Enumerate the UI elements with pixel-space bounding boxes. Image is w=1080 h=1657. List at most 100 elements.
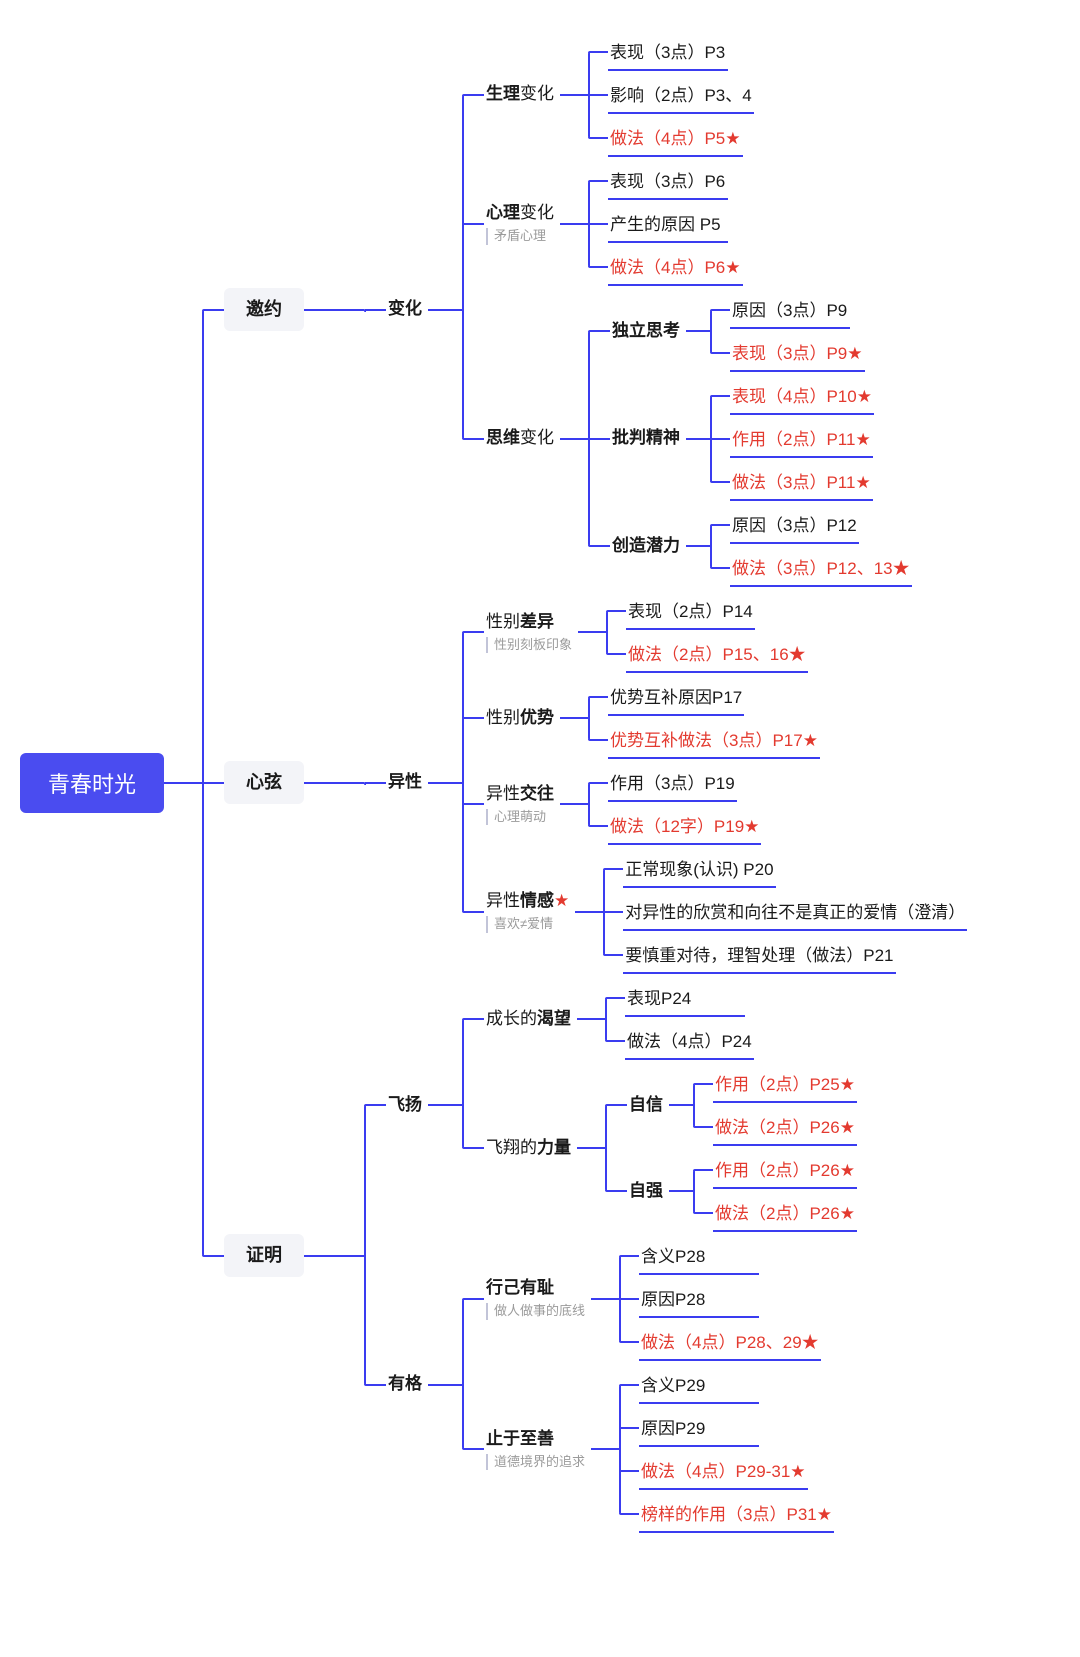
leaf-text: 表现（3点）P6: [608, 161, 728, 200]
leaf: 做法（4点）P24: [605, 1019, 754, 1062]
branch-youge: 有格 行己有耻 做人做事的底线 含义P28 原因P28: [364, 1234, 857, 1535]
leaf-text: 做法（12字）P19★: [608, 806, 761, 845]
critical-leaves: 表现（4点）P10★ 作用（2点）P11★ 做法（3点）P11★: [710, 374, 874, 503]
leaf: 表现（4点）P10★: [710, 374, 874, 417]
leaf: 优势互补原因P17: [588, 675, 820, 718]
node-heart: 心弦: [224, 761, 304, 804]
leaf-text: 优势互补做法（3点）P17★: [608, 720, 820, 759]
leaf-text: 表现（4点）P10★: [730, 376, 874, 415]
label-creative: 创造潜力: [610, 527, 686, 565]
leaf-text: 做法（2点）P26★: [713, 1193, 857, 1232]
label-prove: 证明: [224, 1234, 304, 1277]
branch-creative: 创造潜力 原因（3点）P12 做法（3点）P12、13★: [588, 503, 912, 589]
leaf-text: 表现P24: [625, 978, 745, 1017]
label-emo: 异性情感★ 喜欢≠爱情: [484, 882, 575, 941]
label-diff: 性别差异 性别刻板印象: [484, 603, 578, 662]
leaf: 做法（2点）P26★: [693, 1191, 857, 1234]
connector: [591, 1448, 619, 1450]
leaf: 表现P24: [605, 976, 754, 1019]
label-strong: 自强: [627, 1172, 669, 1210]
leaf-text: 做法（3点）P12、13★: [730, 548, 912, 587]
leaf: 含义P28: [619, 1234, 821, 1277]
branch-grow: 成长的渴望 表现P24 做法（4点）P24: [462, 976, 857, 1062]
branch-heart: 心弦 异性 性别差异 性别刻板印象: [202, 589, 967, 976]
branch-adv: 性别优势 优势互补原因P17 优势互补做法（3点）P17★: [462, 675, 967, 761]
connector: [428, 1384, 462, 1386]
leaf-text: 正常现象(认识) P20: [623, 849, 775, 888]
change-children: 生理变化 表现（3点）P3 影响（2点）P3、4 做法（4点）P5★: [462, 30, 912, 589]
leaf: 原因（3点）P9: [710, 288, 865, 331]
leaf-text: 优势互补原因P17: [608, 677, 744, 716]
leaf: 原因P28: [619, 1277, 821, 1320]
leaf-text: 含义P28: [639, 1236, 759, 1275]
leaf-text: 榜样的作用（3点）P31★: [639, 1494, 834, 1533]
label-psy: 心理变化 矛盾心理: [484, 194, 560, 253]
branch-diff: 性别差异 性别刻板印象 表现（2点）P14 做法（2点）P15、16★: [462, 589, 967, 675]
label-critical: 批判精神: [610, 419, 686, 457]
branch-critical: 批判精神 表现（4点）P10★ 作用（2点）P11★ 做法（3点）P11★: [588, 374, 912, 503]
leaf: 作用（2点）P25★: [693, 1062, 857, 1105]
leaf: 做法（2点）P15、16★: [606, 632, 808, 675]
leaf-text: 表现（3点）P9★: [730, 333, 865, 372]
connector: [575, 911, 603, 913]
inter-leaves: 作用（3点）P19 做法（12字）P19★: [588, 761, 761, 847]
connector: [577, 1018, 605, 1020]
label-shame: 行己有耻 做人做事的底线: [484, 1269, 591, 1328]
label-good: 止于至善 道德境界的追求: [484, 1420, 591, 1479]
branch-emo: 异性情感★ 喜欢≠爱情 正常现象(认识) P20 对异性的欣赏和向往不是真正的爱…: [462, 847, 967, 976]
subnote: 性别刻板印象: [486, 637, 572, 654]
leaf-text: 做法（4点）P28、29★: [639, 1322, 821, 1361]
label-think: 思维变化: [484, 419, 560, 457]
leaf: 表现（3点）P6: [588, 159, 743, 202]
invite-children: 变化 生理变化 表现（3点）P3 影响（2点）P3、4: [364, 30, 912, 589]
leaf-text: 对异性的欣赏和向往不是真正的爱情（澄清）: [623, 892, 967, 931]
leaf-text: 原因P29: [639, 1408, 759, 1447]
leaf: 表现（3点）P9★: [710, 331, 865, 374]
leaf-text: 表现（3点）P3: [608, 32, 728, 71]
leaf-text: 作用（3点）P19: [608, 763, 737, 802]
node-invite: 邀约: [224, 288, 304, 331]
leaf: 做法（12字）P19★: [588, 804, 761, 847]
think-children: 独立思考 原因（3点）P9 表现（3点）P9★: [588, 288, 912, 589]
leaf: 对异性的欣赏和向往不是真正的爱情（澄清）: [603, 890, 967, 933]
leaf-text: 含义P29: [639, 1365, 759, 1404]
leaf: 做法（4点）P29-31★: [619, 1449, 834, 1492]
leaf-text: 做法（4点）P6★: [608, 247, 743, 286]
node-prove: 证明: [224, 1234, 304, 1277]
leaf: 含义P29: [619, 1363, 834, 1406]
leaf-text: 做法（2点）P15、16★: [626, 634, 808, 673]
creative-leaves: 原因（3点）P12 做法（3点）P12、13★: [710, 503, 912, 589]
leaf: 做法（3点）P11★: [710, 460, 874, 503]
leaf: 做法（3点）P12、13★: [710, 546, 912, 589]
leaf: 产生的原因 P5: [588, 202, 743, 245]
label-heart: 心弦: [224, 761, 304, 804]
shame-leaves: 含义P28 原因P28 做法（4点）P28、29★: [619, 1234, 821, 1363]
connector: [669, 1190, 693, 1192]
phys-leaves: 表现（3点）P3 影响（2点）P3、4 做法（4点）P5★: [588, 30, 754, 159]
leaf: 做法（2点）P26★: [693, 1105, 857, 1148]
level2-children: 邀约 变化 生理变化 表现（3点）: [202, 30, 967, 1535]
subnote: 矛盾心理: [486, 228, 554, 245]
connector: [428, 1104, 462, 1106]
prove-children: 飞扬 成长的渴望 表现P24 做法（4点）P24: [364, 976, 857, 1535]
leaf-text: 做法（4点）P5★: [608, 118, 743, 157]
connector: [304, 1255, 364, 1257]
leaf: 正常现象(认识) P20: [603, 847, 967, 890]
leaf: 原因（3点）P12: [710, 503, 912, 546]
branch-phys: 生理变化 表现（3点）P3 影响（2点）P3、4 做法（4点）P5★: [462, 30, 912, 159]
leaf-text: 表现（2点）P14: [626, 591, 755, 630]
label-conf: 自信: [627, 1086, 669, 1124]
leaf-text: 要慎重对待，理智处理（做法）P21: [623, 935, 895, 974]
branch-good: 止于至善 道德境界的追求 含义P29 原因P29 做法（4点）P29-31★ 榜…: [462, 1363, 834, 1535]
grow-leaves: 表现P24 做法（4点）P24: [605, 976, 754, 1062]
connector: [560, 94, 588, 96]
leaf: 要慎重对待，理智处理（做法）P21: [603, 933, 967, 976]
leaf: 优势互补做法（3点）P17★: [588, 718, 820, 761]
heart-children: 异性 性别差异 性别刻板印象 表现（2点）P14 做法（2点）P15、16★: [364, 589, 967, 976]
leaf-text: 影响（2点）P3、4: [608, 75, 754, 114]
leaf: 做法（4点）P5★: [588, 116, 754, 159]
connector: [591, 1298, 619, 1300]
label-change: 变化: [386, 290, 428, 328]
youge-children: 行己有耻 做人做事的底线 含义P28 原因P28 做法（4点）P28、29★: [462, 1234, 834, 1535]
branch-yixing: 异性 性别差异 性别刻板印象 表现（2点）P14 做法（2点）P15、16★: [364, 589, 967, 976]
